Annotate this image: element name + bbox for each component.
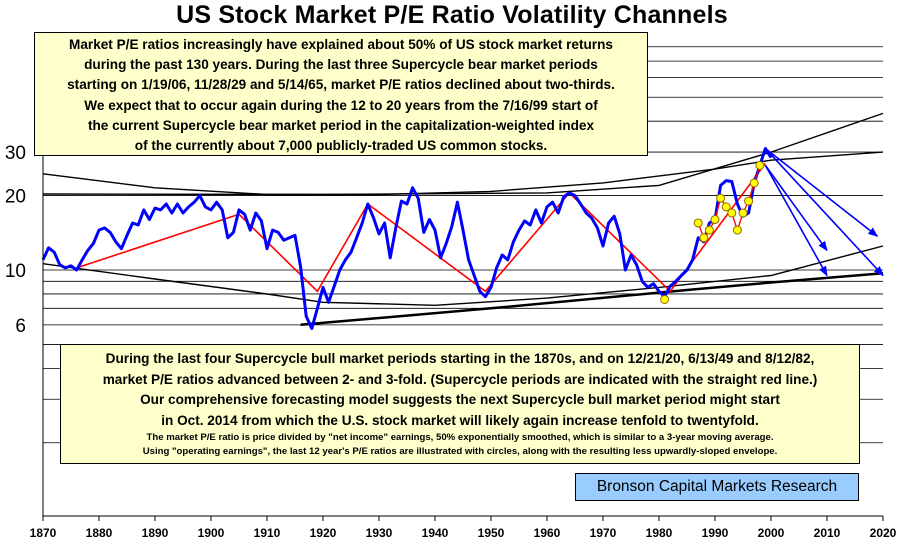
x-tick-label-1950: 1950 (478, 526, 505, 540)
envelope-line-1 (42, 112, 884, 196)
bottom-note-line: market P/E ratios advanced between 2- an… (102, 371, 818, 387)
top-note-line: Market P/E ratios increasingly have expl… (69, 37, 613, 52)
operating-earnings-point (721, 202, 731, 212)
x-tick-label-2010: 2010 (814, 526, 841, 540)
top-note-line: We expect that to occur again during the… (84, 97, 598, 113)
x-tick-label-2020: 2020 (870, 526, 897, 540)
envelope-line-0 (42, 151, 884, 196)
operating-earnings-point (755, 160, 765, 170)
bottom-note-line: in Oct. 2014 from which the U.S. stock m… (161, 412, 759, 428)
pe-ratio-line (41, 147, 773, 330)
bottom-note-line: Our comprehensive forecasting model sugg… (140, 392, 780, 407)
top-note-line: of the currently about 7,000 publicly-tr… (134, 138, 548, 154)
x-tick-label-1870: 1870 (30, 526, 57, 540)
envelope-line-2 (42, 245, 884, 307)
x-tick-label-1900: 1900 (198, 526, 225, 540)
projection-arrow-2 (764, 164, 828, 252)
top-note-box: Market P/E ratios increasingly have expl… (34, 32, 648, 156)
projection-arrow-1 (764, 147, 884, 277)
x-tick-label-1940: 1940 (422, 526, 449, 540)
x-tick-label-1930: 1930 (366, 526, 393, 540)
operating-earnings-point (693, 218, 703, 228)
operating-earnings-point (738, 208, 748, 218)
top-note-line: during the past 130 years. During the la… (84, 57, 598, 73)
operating-earnings-point (744, 196, 754, 206)
operating-earnings-point (727, 208, 737, 218)
supercycle-line (76, 162, 767, 293)
operating-earnings-point (732, 225, 742, 235)
y-tick-label-30: 30 (5, 143, 26, 164)
chart-axes: 1870 1880 1890 1900 1910 1920 1930 1940 1950 1960… (5, 34, 897, 540)
operating-earnings-point (716, 193, 726, 203)
operating-earnings-point (710, 215, 720, 225)
brand-label: Bronson Capital Markets Research (575, 473, 859, 501)
top-note-line: starting on 1/19/06, 11/28/29 and 5/14/6… (67, 77, 615, 93)
supercycle-red-line (76, 162, 767, 293)
y-tick-label-20: 20 (5, 187, 26, 208)
y-tick-label-6: 6 (15, 316, 26, 337)
chart-title: US Stock Market P/E Ratio Volatility Cha… (176, 1, 728, 29)
x-tick-label-1880: 1880 (86, 526, 113, 540)
bottom-footnote-line: The market P/E ratio is price divided by… (146, 432, 774, 443)
x-tick-label-1990: 1990 (702, 526, 729, 540)
bottom-note-line: During the last four Supercycle bull mar… (105, 351, 815, 366)
operating-earnings-point (699, 233, 709, 243)
volatility-channel-envelopes (42, 112, 884, 327)
bottom-footnote-line: Using "operating earnings", the last 12 … (142, 445, 778, 457)
operating-earnings-point (749, 178, 759, 188)
operating-earnings-point (704, 225, 714, 235)
projection-arrow-3 (764, 164, 828, 277)
x-tick-label-1890: 1890 (142, 526, 169, 540)
pe-series-line (41, 147, 773, 330)
x-tick-label-1980: 1980 (646, 526, 673, 540)
y-tick-label-10: 10 (5, 261, 26, 282)
projection-arrow-0 (764, 147, 879, 237)
x-tick-label-1920: 1920 (310, 526, 337, 540)
x-tick-label-1910: 1910 (254, 526, 281, 540)
operating-earnings-point (660, 294, 670, 304)
bottom-note-box: During the last four Supercycle bull mar… (60, 344, 860, 464)
envelope-line-3 (300, 272, 884, 327)
x-tick-label-2000: 2000 (758, 526, 785, 540)
top-note-line: the current Supercycle bear market perio… (87, 117, 595, 133)
projection-arrows (764, 147, 884, 277)
operating-earnings-circles (660, 160, 765, 304)
x-tick-label-1960: 1960 (534, 526, 561, 540)
x-tick-label-1970: 1970 (590, 526, 617, 540)
